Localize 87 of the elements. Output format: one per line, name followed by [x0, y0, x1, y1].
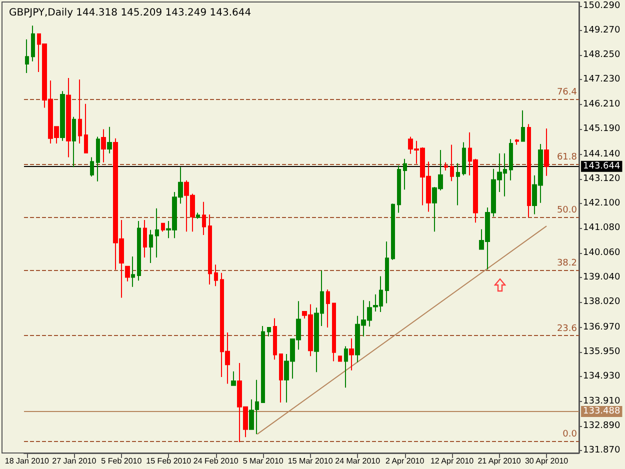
- y-tick-label: 144.140: [583, 149, 620, 160]
- ref-line-label: 143.644: [583, 161, 620, 172]
- y-tick-label: 140.060: [583, 248, 620, 258]
- candlestick: [66, 78, 71, 158]
- candlestick: [202, 201, 206, 236]
- candlestick: [444, 162, 448, 172]
- candlestick: [78, 79, 82, 144]
- x-tick-label: 24 Mar 2010: [335, 456, 381, 466]
- candlestick: [149, 229, 153, 264]
- x-tick-label: 27 Jan 2010: [52, 456, 97, 466]
- candlestick: [96, 136, 100, 182]
- candlestick: [25, 38, 29, 74]
- x-tick-label: 5 Feb 2010: [101, 456, 142, 466]
- y-tick-label: 146.210: [583, 99, 620, 110]
- y-tick-label: 141.080: [583, 223, 620, 234]
- candlestick: [509, 138, 513, 181]
- ref-line-label: 133.488: [583, 406, 620, 416]
- candlestick: [137, 220, 141, 282]
- text: 76.4: [556, 87, 578, 98]
- candlestick: [332, 302, 336, 362]
- y-tick-label: 131.870: [583, 446, 620, 456]
- x-tick-label: 18 Jan 2010: [4, 456, 50, 466]
- candlestick: [267, 326, 271, 337]
- x-tick-label: 5 Mar 2010: [242, 456, 284, 466]
- y-tick-label: 149.270: [583, 25, 620, 36]
- y-tick-label: 150.290: [583, 0, 620, 11]
- text: 23.6: [556, 324, 578, 334]
- y-tick-label: 132.890: [583, 420, 620, 431]
- candlestick: [338, 356, 342, 362]
- x-tick-label: 15 Mar 2010: [288, 456, 334, 466]
- y-tick-label: 142.100: [583, 198, 620, 209]
- candlestick: [60, 90, 65, 142]
- candlestick: [131, 256, 135, 288]
- candlestick: [31, 25, 35, 62]
- candlestick: [403, 158, 407, 190]
- x-tick-label: 30 Apr 2010: [524, 456, 569, 466]
- candlestick: [450, 144, 454, 182]
- candlestick: [72, 116, 76, 168]
- candlestick: [261, 326, 265, 404]
- candlestick: [231, 370, 236, 386]
- y-tick-label: 143.120: [583, 174, 620, 184]
- y-tick-label: 139.040: [583, 272, 620, 282]
- y-tick-label: 148.250: [583, 50, 620, 60]
- candlestick: [391, 203, 395, 260]
- text: 0.0: [562, 430, 578, 440]
- text: GBPJPY,Daily 144.318 145.209 143.249 143.644: [9, 8, 252, 18]
- candlestick: [161, 222, 165, 232]
- text: 38.2: [556, 258, 578, 268]
- candlestick: [107, 126, 112, 154]
- text: 50.0: [556, 206, 578, 216]
- candlestick: [344, 346, 348, 388]
- y-tick-label: 145.190: [583, 124, 620, 134]
- y-tick-label: 138.020: [583, 297, 620, 308]
- candlestick: [273, 318, 277, 360]
- candlestick: [90, 156, 94, 178]
- x-tick-label: 2 Apr 2010: [385, 456, 425, 466]
- y-tick-label: 147.230: [583, 74, 620, 85]
- x-tick-label: 15 Feb 2010: [146, 456, 192, 466]
- candlestick: [255, 379, 259, 435]
- candlestick: [214, 264, 218, 287]
- candlestick: [101, 128, 106, 163]
- candlestick: [385, 241, 389, 304]
- candlestick: [249, 398, 254, 430]
- y-tick-label: 133.910: [583, 396, 620, 406]
- candlestick: [208, 214, 212, 285]
- candlestick: [527, 124, 531, 218]
- candlestick: [143, 220, 147, 258]
- candlestick: [279, 354, 283, 404]
- candlestick: [397, 164, 401, 214]
- candlestick: [349, 338, 354, 371]
- y-tick-label: 136.970: [583, 322, 620, 332]
- candlestick: [456, 162, 460, 206]
- y-tick-label: 134.930: [583, 372, 620, 382]
- candlestick: [544, 128, 549, 176]
- candlestick: [515, 138, 519, 146]
- candlestick: [462, 142, 466, 176]
- text: 61.8: [556, 152, 578, 163]
- candlestick: [196, 212, 200, 220]
- x-tick-label: 12 Apr 2010: [430, 456, 474, 466]
- x-tick-label: 24 Feb 2010: [193, 456, 239, 466]
- candlestick: [521, 110, 525, 142]
- candlestick: [84, 103, 88, 154]
- x-tick-label: 21 Apr 2010: [478, 456, 522, 466]
- candlestick: [125, 266, 130, 282]
- y-tick-label: 135.950: [583, 347, 620, 358]
- candlestick: [326, 289, 330, 328]
- candlestick: [155, 208, 159, 258]
